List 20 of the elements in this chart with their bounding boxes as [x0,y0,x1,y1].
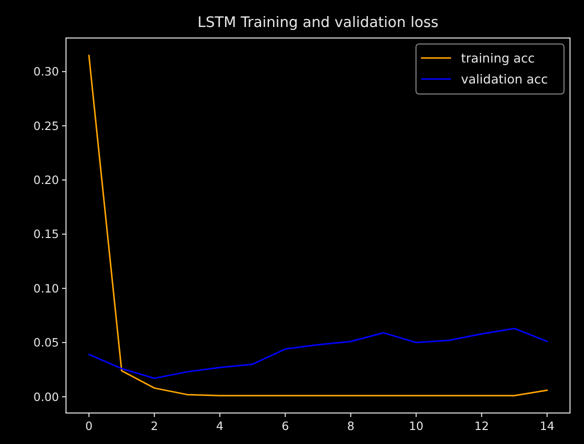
legend-label: training acc [461,50,535,66]
line-series [88,54,548,396]
y-tick-label: 0.00 [33,390,59,404]
y-tick-label: 0.30 [33,64,59,79]
y-tick-label: 0.05 [33,336,59,350]
x-tick-label: 2 [150,419,158,433]
x-tick-label: 10 [408,419,424,433]
y-tick-label: 0.25 [33,118,59,133]
line-series [88,328,548,380]
legend-label: validation acc [461,71,548,86]
x-tick-label: 14 [540,419,554,433]
x-tick-label: 12 [474,419,489,433]
x-tick-label: 0 [85,419,93,433]
y-tick-label: 0.15 [33,227,59,242]
y-tick-label: 0.10 [33,281,59,296]
x-tick-label: 4 [216,419,224,433]
x-tick-label: 6 [282,419,289,433]
y-tick-label: 0.20 [33,173,59,188]
x-tick-label: 8 [347,419,354,433]
chart-title: LSTM Training and validation loss [198,15,438,31]
